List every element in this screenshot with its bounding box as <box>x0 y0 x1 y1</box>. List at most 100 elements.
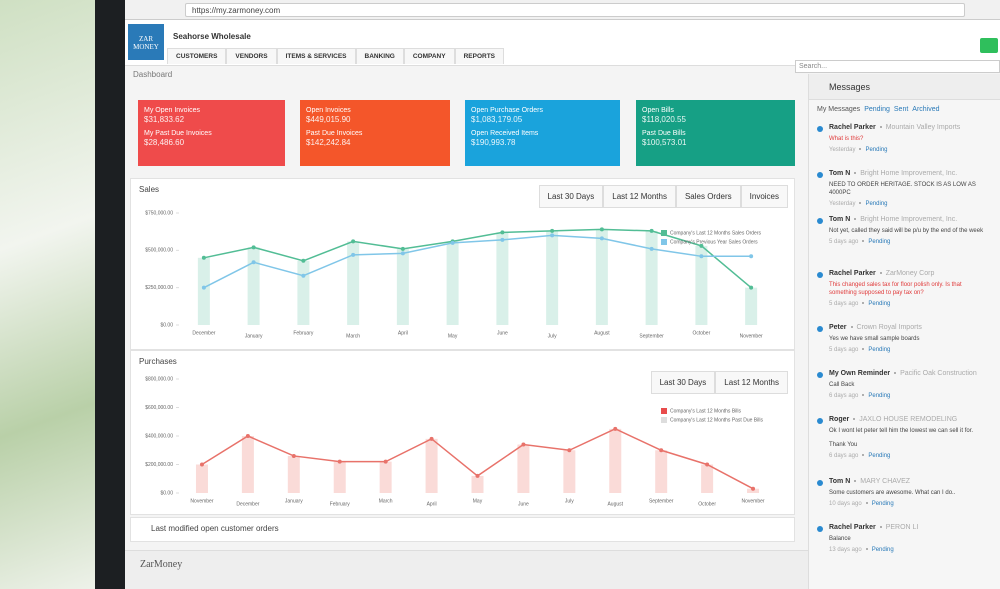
card-label: My Past Due Invoices <box>144 130 212 137</box>
nav: CUSTOMERS VENDORS ITEMS & SERVICES BANKING C… <box>167 48 505 64</box>
x-tick-label: July <box>565 498 574 504</box>
point <box>201 285 206 290</box>
nav-item[interactable]: BANKING <box>355 48 404 64</box>
nav-item[interactable]: REPORTS <box>454 48 505 64</box>
nav-item[interactable]: VENDORS <box>226 48 277 64</box>
y-tick-label: $0.00 <box>160 490 173 496</box>
message-text: This changed sales tax for floor polish … <box>829 282 962 296</box>
point <box>659 448 664 453</box>
nav-item[interactable]: CUSTOMERS <box>167 48 227 64</box>
purchases-panel: Purchases Last 30 Days Last 12 Months $0.… <box>130 350 795 515</box>
separator-dot <box>862 394 865 397</box>
message[interactable]: Tom N MARY CHAVEZ Some customers are aweso… <box>817 478 1000 508</box>
message-header: Tom N Bright Home Improvement, Inc. <box>817 170 1000 178</box>
message-meta: Yesterday Pending <box>817 146 1000 154</box>
point <box>567 448 572 453</box>
tab[interactable]: Last 30 Days <box>538 185 604 208</box>
nav-item[interactable]: COMPANY <box>403 48 455 64</box>
message[interactable]: Rachel Parker Mountain Valley Imports What… <box>817 124 1000 154</box>
search-field[interactable]: Search... <box>795 60 1000 73</box>
x-tick-label: October <box>692 330 710 336</box>
company: Mountain Valley Imports <box>885 124 961 131</box>
column <box>747 488 760 493</box>
message-text: NEED TO ORDER HERITAGE. STOCK IS AS LOW … <box>829 182 976 196</box>
point <box>245 434 250 438</box>
status[interactable]: Pending <box>868 301 891 307</box>
sender: Roger <box>829 416 850 423</box>
message[interactable]: Tom N Bright Home Improvement, Inc. NEED T… <box>817 170 1000 208</box>
status[interactable]: Pending <box>868 393 891 399</box>
message[interactable]: Roger JAXLO HOUSE REMODELING Ok I wont let… <box>817 416 1000 460</box>
card-value: $100,573.01 <box>642 138 687 147</box>
tab[interactable]: Last 12 Months <box>715 371 788 394</box>
column <box>247 247 260 325</box>
x-tick-label: December <box>236 501 259 507</box>
separator-dot <box>894 372 897 375</box>
x-tick-label: June <box>497 330 508 336</box>
tab[interactable]: Sales Orders <box>675 185 741 208</box>
sender: Tom N <box>829 216 851 223</box>
company: Bright Home Improvement, Inc. <box>860 216 958 223</box>
logo[interactable]: ZAR MONEY <box>128 24 164 60</box>
summary-card[interactable]: My Open Invoices $31,833.62 My Past Due In… <box>138 100 285 166</box>
message[interactable]: My Own Reminder Pacific Oak Construction C… <box>817 370 1000 400</box>
status[interactable]: Pending <box>871 501 894 507</box>
tab[interactable]: Last 30 Days <box>650 371 716 394</box>
separator-dot <box>862 454 865 457</box>
sales-panel: Sales Last 30 Days Last 12 Months Sales Or… <box>130 178 795 350</box>
message-tab[interactable]: My Messages <box>817 106 861 113</box>
point <box>351 252 356 257</box>
company: Pacific Oak Construction <box>900 370 977 377</box>
nav-item[interactable]: ITEMS & SERVICES <box>276 48 356 64</box>
time: Yesterday <box>829 147 856 153</box>
x-tick-label: November <box>741 498 764 504</box>
legend-label: Company's Last 12 Months Past Due Bills <box>670 417 763 423</box>
y-tick-label: $0.00 <box>160 322 173 328</box>
card-label: Past Due Invoices <box>306 130 363 137</box>
point <box>450 240 455 245</box>
status[interactable]: Pending <box>868 453 891 459</box>
background <box>0 0 100 589</box>
tab[interactable]: Last 12 Months <box>603 185 676 208</box>
company: JAXLO HOUSE REMODELING <box>859 416 958 423</box>
point <box>301 258 306 263</box>
point <box>550 233 555 238</box>
message[interactable]: Rachel Parker ZarMoney Corp This changed s… <box>817 270 1000 308</box>
footer: ZarMoney <box>125 550 808 589</box>
message-tab[interactable]: Archived <box>912 106 940 113</box>
card-label: My Open Invoices <box>144 107 201 114</box>
status[interactable]: Pending <box>871 547 894 553</box>
action-button[interactable] <box>980 38 998 53</box>
message[interactable]: Tom N Bright Home Improvement, Inc. Not ye… <box>817 216 1000 246</box>
status[interactable]: Pending <box>865 147 888 153</box>
point <box>613 426 618 431</box>
point <box>749 254 754 259</box>
column <box>546 230 559 325</box>
message-tabs: My Messages Pending Sent Archived <box>817 106 940 113</box>
summary-card[interactable]: Open Purchase Orders $1,083,179.05 Open Re… <box>465 100 620 166</box>
point <box>699 243 704 248</box>
message-tab[interactable]: Sent <box>893 106 909 113</box>
message-text: Thank You <box>829 442 858 448</box>
legend-swatch <box>661 417 667 423</box>
summary-card[interactable]: Open Bills $118,020.55 Past Due Bills $100,… <box>636 100 795 166</box>
separator-dot <box>865 548 868 551</box>
x-tick-label: January <box>245 333 263 339</box>
time: Yesterday <box>829 201 856 207</box>
message[interactable]: Rachel Parker PERON LI Balance 13 days ago P… <box>817 524 1000 554</box>
message-meta: 6 days ago Pending <box>817 452 1000 460</box>
status[interactable]: Pending <box>868 239 891 245</box>
x-tick-label: October <box>698 501 716 507</box>
status[interactable]: Pending <box>868 347 891 353</box>
message-meta: 6 days ago Pending <box>817 392 1000 400</box>
url-bar[interactable]: https://my.zarmoney.com <box>185 3 965 17</box>
tab[interactable]: Invoices <box>740 185 788 208</box>
app-header: ZAR MONEY Seahorse Wholesale CUSTOMERS VE… <box>125 20 1000 73</box>
summary-card[interactable]: Open Invoices $449,015.90 Past Due Invoice… <box>300 100 450 166</box>
page-title: Dashboard <box>133 70 173 79</box>
status[interactable]: Pending <box>865 201 888 207</box>
x-tick-label: March <box>379 498 393 504</box>
message-header: Rachel Parker PERON LI <box>817 524 1000 532</box>
message-tab[interactable]: Pending <box>864 106 890 113</box>
message[interactable]: Peter Crown Royal Imports Yes we have smal… <box>817 324 1000 354</box>
